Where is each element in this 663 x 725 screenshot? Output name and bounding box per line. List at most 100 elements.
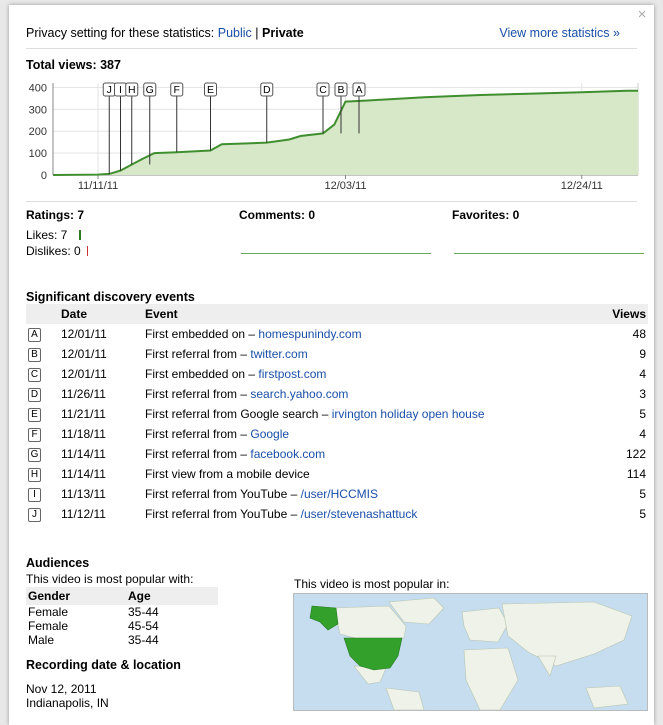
table-row: H 11/14/11 First view from a mobile device… bbox=[26, 464, 648, 484]
y-tick-label: 400 bbox=[29, 82, 47, 94]
audience-gender: Female bbox=[28, 605, 69, 619]
world-map[interactable] bbox=[293, 593, 648, 711]
close-icon[interactable]: × bbox=[637, 6, 647, 23]
event-link[interactable]: facebook.com bbox=[250, 447, 326, 461]
table-row: I 11/13/11 First referral from YouTube – /… bbox=[26, 484, 648, 504]
event-views: 114 bbox=[626, 467, 646, 481]
event-marker-label: G bbox=[146, 84, 154, 96]
statistics-panel: × Privacy setting for these statistics: … bbox=[9, 5, 654, 725]
event-text: First referral from – bbox=[145, 427, 251, 441]
table-header-row: Gender Age bbox=[26, 587, 218, 605]
event-text: First embedded on – bbox=[145, 367, 259, 381]
recording-location: Indianapolis, IN bbox=[26, 696, 109, 710]
table-row: E 11/21/11 First referral from Google sear… bbox=[26, 404, 648, 424]
divider bbox=[26, 201, 637, 202]
event-tag-cell: G bbox=[26, 444, 61, 464]
event-column-header: Event bbox=[145, 304, 586, 324]
event-marker-label: F bbox=[174, 84, 180, 96]
likes-label: Likes: 7 bbox=[26, 228, 68, 242]
event-date: 12/01/11 bbox=[61, 327, 107, 341]
europe-shape bbox=[461, 607, 509, 643]
event-text: First referral from – bbox=[145, 447, 251, 461]
event-link[interactable]: /user/stevenashattuck bbox=[300, 507, 418, 521]
table-row: J 11/12/11 First referral from YouTube – /… bbox=[26, 504, 648, 524]
table-header-row: Date Event Views bbox=[26, 304, 648, 324]
event-text: First embedded on – bbox=[145, 327, 259, 341]
africa-shape bbox=[463, 647, 519, 710]
event-link[interactable]: Google bbox=[250, 427, 290, 441]
event-date: 11/12/11 bbox=[61, 507, 106, 521]
event-marker-box bbox=[143, 82, 157, 97]
likes-bar bbox=[79, 230, 82, 240]
event-tag: J bbox=[28, 508, 41, 522]
audiences-subtitle: This video is most popular with: bbox=[26, 572, 194, 586]
event-tag: I bbox=[28, 488, 41, 502]
event-marker-box bbox=[170, 82, 184, 97]
date-column-header: Date bbox=[61, 304, 145, 324]
event-link[interactable]: search.yahoo.com bbox=[250, 387, 349, 401]
event-date: 12/01/11 bbox=[61, 367, 107, 381]
event-link[interactable]: twitter.com bbox=[250, 347, 308, 361]
x-tick-label: 12/03/11 bbox=[324, 180, 366, 192]
event-link[interactable]: homespunindy.com bbox=[258, 327, 362, 341]
views-column-header: Views bbox=[586, 304, 648, 324]
views-area bbox=[53, 90, 638, 175]
event-description: First referral from YouTube – /user/stev… bbox=[145, 504, 586, 524]
event-date: 12/01/11 bbox=[61, 347, 107, 361]
canada-shape bbox=[333, 605, 407, 641]
recording-date: Nov 12, 2011 bbox=[26, 682, 97, 696]
event-tag-cell: F bbox=[26, 424, 61, 444]
table-row: B 12/01/11 First referral from – twitter.c… bbox=[26, 344, 648, 364]
event-views: 122 bbox=[625, 447, 646, 461]
comments-sparkline bbox=[241, 253, 431, 254]
audience-age: 35-44 bbox=[128, 605, 159, 619]
privacy-separator: | bbox=[255, 26, 259, 40]
event-link[interactable]: /user/HCCMIS bbox=[300, 487, 378, 501]
privacy-public-link[interactable]: Public bbox=[217, 26, 252, 40]
event-views: 9 bbox=[639, 347, 646, 361]
event-tag-cell: I bbox=[26, 484, 61, 504]
event-marker-label: H bbox=[128, 84, 136, 96]
table-row: F 11/18/11 First referral from – Google 4 bbox=[26, 424, 648, 444]
event-marker-box bbox=[334, 82, 348, 97]
event-text: First referral from YouTube – bbox=[145, 487, 301, 501]
audiences-table: Gender Age Female 35-44 Female 45-54 Male 35-… bbox=[26, 587, 218, 647]
event-text: First referral from YouTube – bbox=[145, 507, 301, 521]
event-text: First referral from – bbox=[145, 347, 251, 361]
map-label: This video is most popular in: bbox=[294, 577, 450, 591]
event-text: First referral from Google search – bbox=[145, 407, 332, 421]
event-description: First embedded on – homespunindy.com bbox=[145, 324, 586, 344]
recording-info: Nov 12, 2011 Indianapolis, IN bbox=[26, 682, 109, 710]
event-views: 4 bbox=[639, 427, 646, 441]
audiences-title: Audiences bbox=[26, 556, 90, 570]
privacy-private-current: Private bbox=[262, 26, 304, 40]
event-marker-box bbox=[125, 82, 139, 97]
india-shape bbox=[537, 655, 557, 677]
event-views: 4 bbox=[639, 367, 646, 381]
event-tag: H bbox=[28, 468, 41, 482]
world-map-drawing bbox=[309, 597, 633, 710]
event-date: 11/14/11 bbox=[61, 467, 106, 481]
event-tag: A bbox=[28, 328, 41, 342]
event-tag: F bbox=[28, 428, 41, 442]
table-row: A 12/01/11 First embedded on – homespunind… bbox=[26, 324, 648, 344]
table-row: D 11/26/11 First referral from – search.ya… bbox=[26, 384, 648, 404]
view-more-statistics-link[interactable]: View more statistics » bbox=[499, 26, 620, 40]
asia-shape bbox=[501, 601, 633, 667]
event-marker-box bbox=[352, 82, 366, 97]
event-marker-label: D bbox=[263, 84, 271, 96]
audience-gender: Male bbox=[28, 633, 55, 647]
event-link[interactable]: irvington holiday open house bbox=[331, 407, 485, 421]
event-marker-label: C bbox=[319, 84, 327, 96]
event-marker-label: A bbox=[355, 84, 362, 96]
event-tag: C bbox=[28, 368, 41, 382]
table-row: Male 35-44 bbox=[26, 633, 218, 647]
event-description: First referral from YouTube – /user/HCCM… bbox=[145, 484, 586, 504]
event-description: First view from a mobile device bbox=[145, 464, 586, 484]
event-description: First referral from – search.yahoo.com bbox=[145, 384, 586, 404]
event-description: First referral from – twitter.com bbox=[145, 344, 586, 364]
favorites-sparkline bbox=[454, 253, 644, 254]
event-tag: B bbox=[28, 348, 41, 362]
tag-column-header bbox=[26, 304, 61, 324]
event-link[interactable]: firstpost.com bbox=[258, 367, 327, 381]
